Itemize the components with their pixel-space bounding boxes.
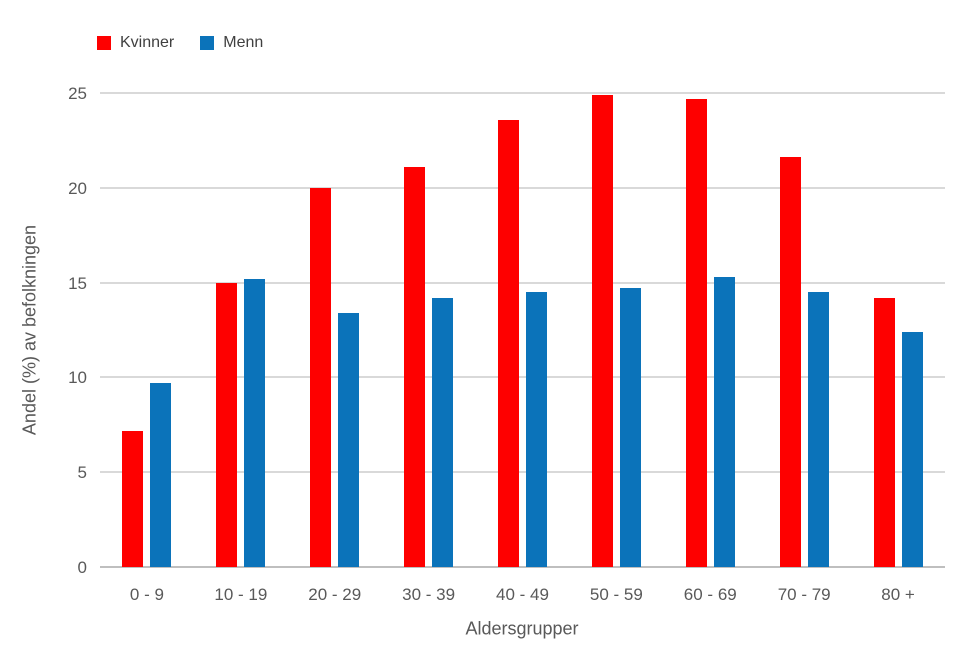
x-tick-label-80+: 80 + [881,585,915,604]
x-tick-label-50-59: 50 - 59 [589,585,643,604]
x-tick-label-0-9: 0 - 9 [129,585,164,604]
bar-kvinner-60-69 [685,98,707,567]
bar-kvinner-80+ [873,297,895,567]
bar-menn-60-69 [713,276,735,567]
gridline-0 [100,566,945,568]
bar-menn-0-9 [150,383,172,567]
bar-menn-50-59 [619,288,641,567]
x-tick-label-70-79: 70 - 79 [777,585,831,604]
gridline-20 [100,186,945,189]
legend-item-kvinner: Kvinner [97,34,174,52]
bar-menn-20-29 [338,312,360,567]
y-tick-label-15: 15 [68,273,87,293]
bar-menn-40-49 [526,292,547,567]
bar-kvinner-20-29 [310,187,332,567]
bar-kvinner-10-19 [216,282,238,567]
bar-menn-30-39 [432,297,454,567]
x-tick-label-10-19: 10 - 19 [214,585,268,604]
bar-kvinner-50-59 [591,94,613,567]
bar-kvinner-40-49 [498,119,519,567]
legend-label-menn: Menn [223,34,264,51]
bar-kvinner-30-39 [404,166,426,567]
y-tick-label-25: 25 [68,84,87,103]
gridline-5 [100,471,945,474]
y-tick-label-0: 0 [77,558,87,577]
x-tick-label-30-39: 30 - 39 [402,585,456,604]
bar-menn-80+ [901,331,923,567]
gridline-10 [100,376,945,379]
gridline-25 [100,92,945,94]
y-tick-label-20: 20 [68,178,87,198]
bar-menn-70-79 [807,292,829,567]
plot-area [100,92,945,568]
x-tick-label-20-29: 20 - 29 [308,585,362,604]
chart-legend: Kvinner Menn [97,34,263,52]
y-tick-label-10: 10 [68,368,87,388]
legend-item-menn: Menn [200,34,263,52]
x-tick-label-40-49: 40 - 49 [496,585,549,604]
legend-label-kvinner: Kvinner [120,34,175,51]
y-axis-title: Andel (%) av befolkningen [19,224,40,436]
kvinner-swatch-icon [97,36,111,50]
x-tick-label-60-69: 60 - 69 [683,585,737,604]
bar-menn-10-19 [244,278,266,567]
bar-kvinner-0-9 [122,430,144,567]
y-tick-label-5: 5 [77,463,87,483]
bar-kvinner-70-79 [779,157,801,567]
menn-swatch-icon [200,36,215,50]
gridline-15 [100,281,945,284]
x-axis-title: Aldersgrupper [465,618,579,639]
